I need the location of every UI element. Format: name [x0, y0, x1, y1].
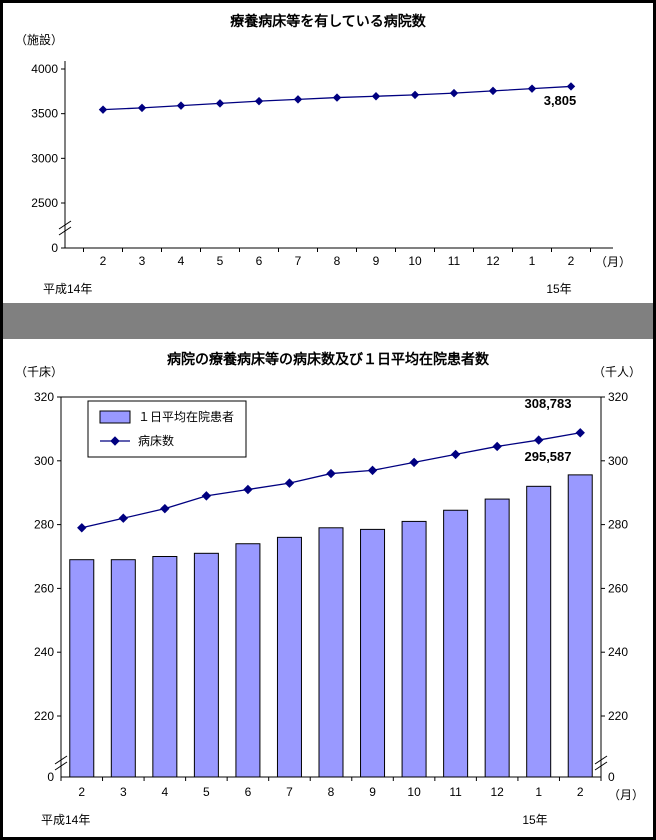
svg-text:4: 4	[162, 785, 169, 799]
svg-text:280: 280	[34, 518, 54, 532]
chart2-right-unit-label: （千人）	[592, 365, 641, 379]
svg-text:6: 6	[256, 254, 263, 268]
svg-text:220: 220	[608, 709, 628, 723]
svg-text:2500: 2500	[31, 196, 58, 210]
chart2-era-right-label: 15年	[522, 813, 548, 827]
svg-text:280: 280	[608, 518, 628, 532]
svg-text:0: 0	[47, 770, 54, 784]
svg-text:5: 5	[217, 254, 224, 268]
svg-text:260: 260	[608, 581, 628, 595]
svg-text:10: 10	[407, 785, 421, 799]
chart1-title: 療養病床等を有している病院数	[230, 13, 426, 29]
svg-text:11: 11	[449, 785, 462, 799]
svg-text:2: 2	[577, 785, 584, 799]
chart2-left-unit-label: （千床）	[15, 365, 64, 379]
svg-text:7: 7	[286, 785, 293, 799]
chart2-bar-last-value-annotation: 295,587	[524, 449, 572, 464]
svg-text:8: 8	[334, 254, 341, 268]
chart2-x-unit-label: （月）	[607, 788, 644, 802]
svg-text:4000: 4000	[31, 62, 58, 76]
beds-patients-combo-chart: 220 220 240 240 260 260 280 280 300 300 320 320 0 0 2 3…	[34, 390, 628, 799]
svg-text:6: 6	[245, 785, 252, 799]
svg-text:11: 11	[448, 254, 461, 268]
svg-text:300: 300	[608, 454, 628, 468]
svg-text:9: 9	[373, 254, 380, 268]
chart1-era-left-label: 平成14年	[43, 282, 93, 296]
svg-text:7: 7	[295, 254, 302, 268]
separator-band	[3, 303, 653, 339]
beds-patients-chart-panel: 220 220 240 240 260 260 280 280 300 300 320 320 0 0 2 3…	[3, 339, 653, 837]
svg-text:0: 0	[51, 241, 58, 255]
svg-text:１日平均在院患者: １日平均在院患者	[138, 410, 234, 424]
svg-text:12: 12	[486, 254, 500, 268]
svg-text:2: 2	[78, 785, 85, 799]
svg-text:320: 320	[608, 390, 628, 404]
chart1-last-value-annotation: 3,805	[543, 93, 577, 108]
chart2-line-last-value-annotation: 308,783	[524, 396, 572, 411]
svg-text:2: 2	[568, 254, 575, 268]
svg-text:3: 3	[120, 785, 127, 799]
svg-text:3500: 3500	[31, 107, 58, 121]
svg-text:220: 220	[34, 709, 54, 723]
chart2-title: 病院の療養病床等の病床数及び１日平均在院患者数	[167, 351, 489, 367]
svg-text:1: 1	[535, 785, 542, 799]
chart1-era-right-label: 15年	[546, 282, 572, 296]
svg-text:240: 240	[34, 645, 54, 659]
svg-text:0: 0	[608, 770, 615, 784]
svg-text:10: 10	[408, 254, 422, 268]
svg-text:260: 260	[34, 581, 54, 595]
chart1-x-unit-label: （月）	[594, 255, 631, 269]
svg-text:病床数: 病床数	[138, 433, 174, 448]
svg-text:240: 240	[608, 645, 628, 659]
svg-text:9: 9	[369, 785, 376, 799]
svg-text:1: 1	[529, 254, 536, 268]
chart2-era-left-label: 平成14年	[41, 813, 91, 827]
svg-text:3000: 3000	[31, 151, 58, 165]
svg-text:8: 8	[328, 785, 335, 799]
hospitals-chart-panel: 2500 3000 3500 4000 0 2 3 4 5 6 7 8 9 10 11 12 1 2 療養病床等を…	[3, 3, 653, 303]
svg-text:3: 3	[139, 254, 146, 268]
svg-text:4: 4	[178, 254, 185, 268]
svg-text:5: 5	[203, 785, 210, 799]
svg-text:320: 320	[34, 390, 54, 404]
svg-text:300: 300	[34, 454, 54, 468]
svg-text:2: 2	[100, 254, 107, 268]
svg-text:12: 12	[490, 785, 504, 799]
chart1-y-unit-label: （施設）	[15, 33, 64, 47]
